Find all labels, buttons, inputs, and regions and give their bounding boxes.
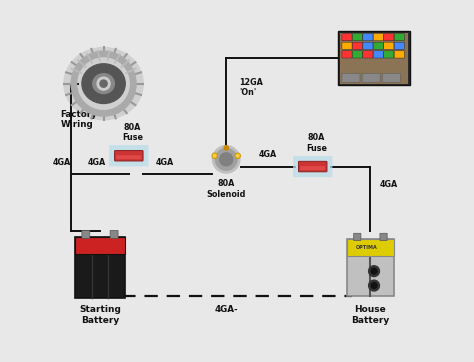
- FancyBboxPatch shape: [394, 51, 404, 58]
- Circle shape: [219, 153, 233, 166]
- Circle shape: [369, 266, 380, 277]
- Circle shape: [100, 80, 107, 87]
- FancyBboxPatch shape: [354, 233, 361, 240]
- Circle shape: [213, 154, 216, 157]
- FancyBboxPatch shape: [301, 166, 325, 170]
- FancyBboxPatch shape: [342, 42, 352, 49]
- FancyBboxPatch shape: [362, 73, 380, 82]
- FancyBboxPatch shape: [363, 34, 373, 41]
- Circle shape: [212, 153, 217, 158]
- FancyBboxPatch shape: [109, 145, 148, 167]
- Text: 4GA: 4GA: [258, 150, 277, 159]
- FancyBboxPatch shape: [299, 161, 327, 172]
- FancyBboxPatch shape: [75, 237, 125, 254]
- Text: 4GA: 4GA: [156, 157, 174, 167]
- FancyBboxPatch shape: [82, 230, 90, 238]
- FancyBboxPatch shape: [374, 51, 383, 58]
- Text: 80A
Fuse: 80A Fuse: [122, 123, 143, 142]
- FancyBboxPatch shape: [374, 34, 383, 41]
- Circle shape: [369, 280, 380, 291]
- Text: OPTIMA: OPTIMA: [356, 245, 378, 250]
- FancyBboxPatch shape: [352, 42, 363, 49]
- FancyBboxPatch shape: [117, 155, 141, 159]
- FancyBboxPatch shape: [384, 42, 394, 49]
- Circle shape: [371, 268, 377, 274]
- Text: 4GA: 4GA: [87, 157, 106, 167]
- Circle shape: [212, 146, 240, 173]
- Text: 80A
Solenoid: 80A Solenoid: [207, 179, 246, 199]
- FancyBboxPatch shape: [75, 237, 125, 298]
- FancyBboxPatch shape: [342, 51, 352, 58]
- Circle shape: [371, 283, 377, 289]
- FancyBboxPatch shape: [384, 51, 394, 58]
- Ellipse shape: [64, 47, 143, 120]
- Circle shape: [215, 148, 237, 170]
- FancyBboxPatch shape: [352, 34, 363, 41]
- FancyBboxPatch shape: [384, 34, 394, 41]
- FancyBboxPatch shape: [363, 42, 373, 49]
- FancyBboxPatch shape: [347, 239, 394, 296]
- Text: 12GA
'On': 12GA 'On': [239, 77, 263, 97]
- FancyBboxPatch shape: [347, 239, 394, 256]
- Text: 4GA: 4GA: [53, 157, 71, 167]
- FancyBboxPatch shape: [293, 156, 332, 177]
- FancyBboxPatch shape: [115, 151, 143, 161]
- Ellipse shape: [82, 64, 125, 104]
- Text: House
Battery: House Battery: [351, 306, 390, 325]
- FancyBboxPatch shape: [394, 34, 404, 41]
- FancyBboxPatch shape: [110, 230, 118, 238]
- FancyBboxPatch shape: [340, 33, 408, 84]
- Text: Factory
Wiring: Factory Wiring: [60, 110, 97, 129]
- Circle shape: [235, 153, 240, 158]
- FancyBboxPatch shape: [374, 42, 383, 49]
- FancyBboxPatch shape: [380, 233, 387, 240]
- Text: 4GA-: 4GA-: [214, 306, 238, 315]
- Text: 4GA: 4GA: [380, 180, 398, 189]
- FancyBboxPatch shape: [352, 51, 363, 58]
- Text: Starting
Battery: Starting Battery: [79, 306, 121, 325]
- FancyBboxPatch shape: [394, 42, 404, 49]
- Circle shape: [236, 154, 239, 157]
- FancyBboxPatch shape: [338, 31, 410, 85]
- FancyBboxPatch shape: [363, 51, 373, 58]
- Circle shape: [224, 146, 228, 150]
- FancyBboxPatch shape: [342, 34, 352, 41]
- Circle shape: [97, 77, 110, 90]
- FancyBboxPatch shape: [383, 73, 401, 82]
- Text: 80A
Fuse: 80A Fuse: [306, 134, 327, 153]
- FancyBboxPatch shape: [342, 73, 360, 82]
- Ellipse shape: [93, 74, 114, 93]
